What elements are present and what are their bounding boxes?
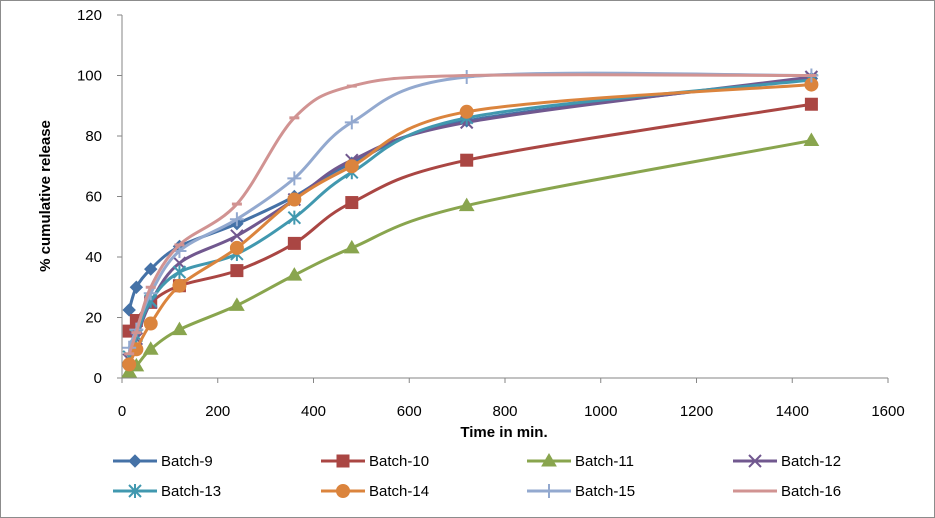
series-batch-11: [121, 132, 820, 378]
legend-label-batch-12: Batch-12: [781, 453, 841, 470]
x-tick-label: 0: [118, 403, 126, 420]
y-tick-label: 80: [85, 128, 102, 145]
data-point-batch-14: [122, 357, 137, 372]
x-tick-label: 1000: [584, 403, 617, 420]
legend-marker-batch-11: [541, 453, 557, 467]
data-point-batch-11: [803, 132, 820, 147]
data-point-batch-14: [344, 159, 359, 174]
legend-label-batch-10: Batch-10: [369, 453, 429, 470]
data-point-batch-11: [286, 267, 303, 281]
series-layer: [121, 68, 820, 378]
data-point-batch-13-stroke: [172, 265, 187, 280]
data-point-batch-11: [171, 321, 188, 336]
data-point-batch-10: [230, 264, 244, 278]
data-point-batch-10: [287, 236, 301, 250]
legend-item-batch-9: Batch-9: [113, 453, 213, 470]
data-point-batch-12: [230, 229, 244, 243]
y-tick-label: 120: [77, 7, 102, 24]
x-tick-label: 400: [301, 403, 326, 420]
data-point-batch-13: [172, 265, 187, 280]
data-point-batch-15: [229, 212, 244, 227]
legend-label-batch-15: Batch-15: [575, 483, 635, 500]
data-point-batch-9: [122, 303, 136, 317]
data-point-batch-10: [804, 97, 818, 111]
data-point-batch-11: [343, 239, 360, 254]
y-tick-label: 0: [94, 370, 102, 387]
legend-label-batch-13: Batch-13: [161, 483, 221, 500]
x-axis-title: Time in min.: [460, 424, 547, 441]
legend-item-batch-12: Batch-12: [733, 453, 841, 470]
series-line-batch-10: [127, 102, 812, 332]
legend-item-batch-16: Batch-16: [733, 483, 841, 500]
data-point-batch-12-stroke: [230, 229, 244, 243]
x-tick-label: 600: [397, 403, 422, 420]
data-point-batch-15: [287, 171, 302, 186]
legend-marker-batch-12: [748, 454, 762, 468]
y-axis-title: % cumulative release: [37, 120, 54, 272]
series-line-batch-13: [127, 78, 812, 358]
data-point-batch-11: [229, 297, 245, 311]
y-tick-label: 100: [77, 68, 102, 85]
legend-label-batch-16: Batch-16: [781, 483, 841, 500]
legend-item-batch-10: Batch-10: [321, 453, 429, 470]
legend-marker-batch-13-stroke: [128, 484, 142, 498]
legend-marker-batch-13: [128, 484, 142, 498]
data-point-batch-14: [287, 192, 302, 207]
x-tick-label: 1600: [871, 403, 904, 420]
legend-item-batch-15: Batch-15: [527, 483, 635, 500]
data-point-batch-10: [345, 196, 359, 210]
data-point-batch-14: [229, 240, 244, 255]
series-line-batch-11: [128, 139, 812, 374]
legend-marker-batch-9: [128, 454, 142, 468]
data-point-batch-14: [459, 104, 474, 119]
y-tick-label: 40: [85, 249, 102, 266]
data-point-batch-13-stroke: [287, 210, 302, 225]
legend-item-batch-13: Batch-13: [113, 483, 221, 500]
data-point-batch-14: [172, 278, 187, 293]
legend-item-batch-14: Batch-14: [321, 483, 429, 500]
data-point-batch-11: [142, 341, 159, 355]
legend-label-batch-14: Batch-14: [369, 483, 429, 500]
x-tick-label: 800: [492, 403, 517, 420]
y-tick-label: 60: [85, 189, 102, 206]
x-tick-label: 200: [205, 403, 230, 420]
legend-marker-batch-15: [542, 484, 556, 498]
data-point-batch-10: [460, 153, 474, 167]
series-line-batch-14: [127, 83, 812, 366]
series-line-batch-16: [127, 73, 812, 355]
legend: Batch-9 Batch-10 Batch-11 Batch-12 Batch-13 B…: [113, 453, 841, 500]
series-batch-16: [124, 73, 817, 356]
legend-marker-batch-12-stroke: [748, 454, 762, 468]
y-tick-label: 20: [85, 310, 102, 327]
legend-label-batch-9: Batch-9: [161, 453, 213, 470]
data-point-batch-14: [143, 316, 158, 331]
x-tick-label: 1200: [680, 403, 713, 420]
data-point-batch-9: [144, 262, 158, 276]
data-point-batch-13: [287, 210, 302, 225]
x-tick-label: 1400: [776, 403, 809, 420]
legend-item-batch-11: Batch-11: [527, 453, 634, 470]
data-point-batch-11: [458, 197, 475, 212]
data-point-batch-15: [344, 115, 359, 130]
series-batch-14: [122, 77, 819, 372]
data-point-batch-9: [129, 280, 144, 294]
series-batch-10: [122, 97, 818, 338]
legend-marker-batch-10: [336, 454, 350, 468]
legend-marker-batch-14: [336, 484, 350, 498]
legend-label-batch-11: Batch-11: [575, 453, 634, 470]
